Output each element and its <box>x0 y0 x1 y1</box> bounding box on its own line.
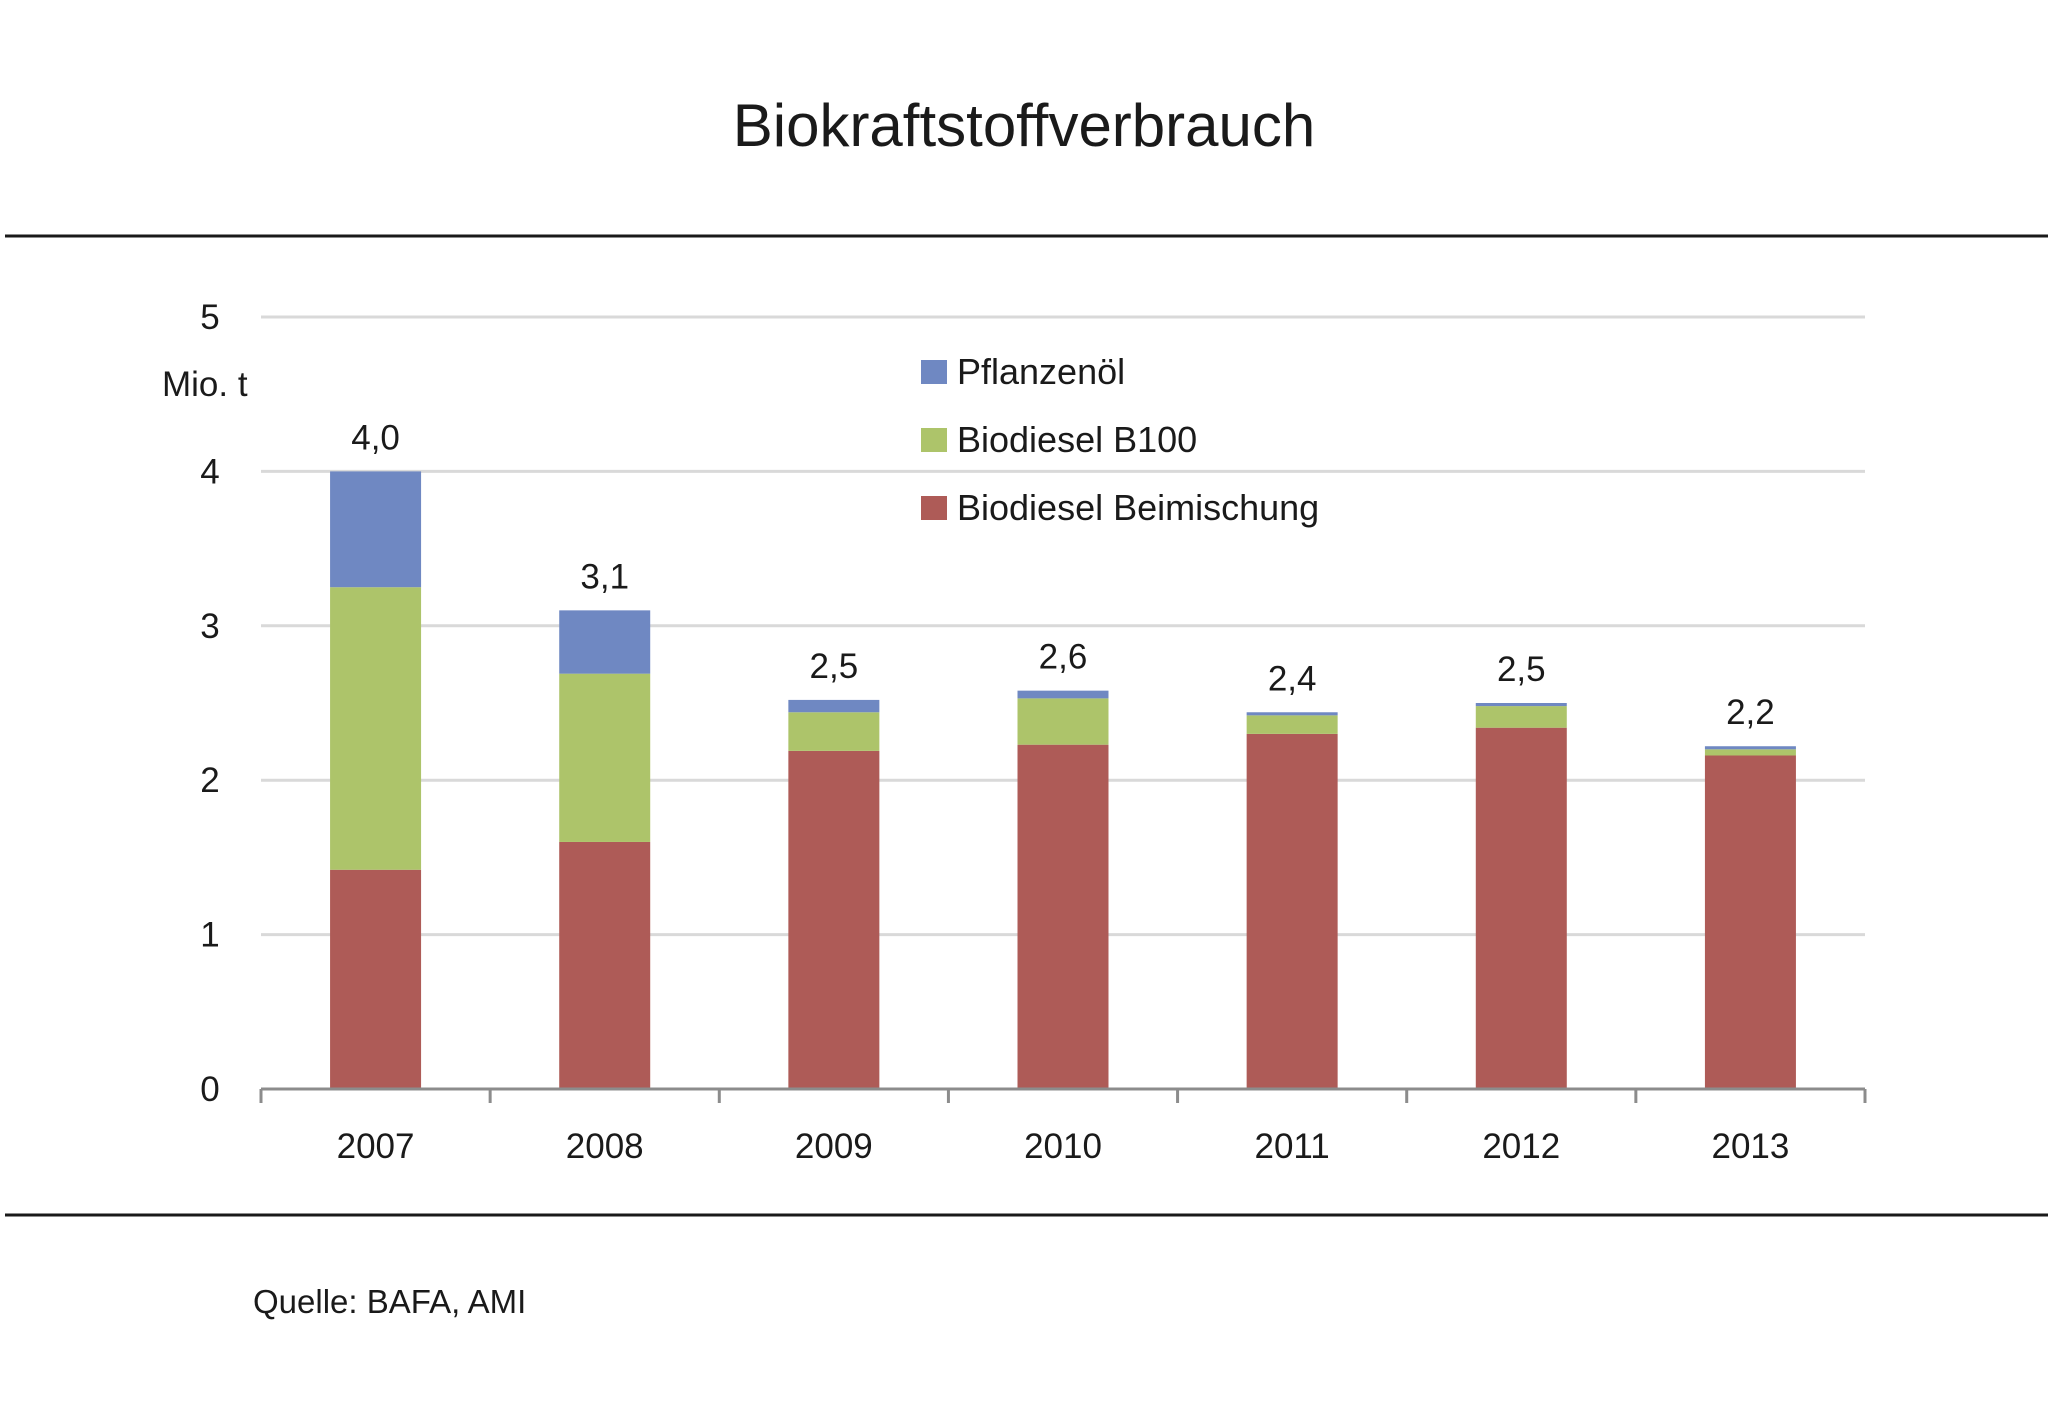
bar-segment <box>1704 746 1796 750</box>
bar-segment <box>1017 698 1109 745</box>
bar-segment <box>788 750 880 1089</box>
legend-label: Biodiesel Beimischung <box>957 487 1319 528</box>
x-tick-label: 2008 <box>566 1127 644 1166</box>
bar-segment <box>330 471 422 588</box>
bar-segment <box>1246 733 1338 1089</box>
bar-segment <box>1704 749 1796 756</box>
y-tick-label: 0 <box>200 1070 219 1109</box>
bar-segment <box>1017 744 1109 1089</box>
total-label: 2,6 <box>1039 638 1088 677</box>
y-axis-label: Mio. t <box>162 365 248 404</box>
total-label: 2,5 <box>810 647 859 686</box>
x-tick-label: 2012 <box>1482 1127 1560 1166</box>
x-tick-label: 2013 <box>1711 1127 1789 1166</box>
source-note: Quelle: BAFA, AMI <box>253 1283 526 1320</box>
total-label: 2,5 <box>1497 650 1546 689</box>
bar-segment <box>330 587 422 870</box>
y-tick-label: 2 <box>200 761 219 800</box>
legend-swatch <box>921 360 947 384</box>
legend-label: Pflanzenöl <box>957 351 1125 392</box>
x-tick-label: 2007 <box>337 1127 415 1166</box>
x-tick-label: 2010 <box>1024 1127 1102 1166</box>
x-tick-label: 2011 <box>1255 1127 1330 1166</box>
bar-segment <box>1704 755 1796 1089</box>
chart-title: Biokraftstoffverbrauch <box>733 92 1316 159</box>
bar-segment <box>788 712 880 751</box>
total-label: 2,2 <box>1726 693 1775 732</box>
bar-segment <box>559 841 651 1089</box>
bar-segment <box>1246 712 1338 716</box>
bar-segment <box>1475 703 1567 707</box>
total-label: 4,0 <box>351 418 400 457</box>
y-tick-label: 5 <box>200 298 219 337</box>
legend-swatch <box>921 428 947 452</box>
bar-segment <box>1017 690 1109 699</box>
bar-segment <box>1475 727 1567 1089</box>
bar-segment <box>1475 706 1567 728</box>
x-tick-label: 2009 <box>795 1127 873 1166</box>
total-label: 3,1 <box>580 557 629 596</box>
legend-label: Biodiesel B100 <box>957 419 1197 460</box>
bar-segment <box>330 869 422 1089</box>
bar-segment <box>1246 715 1338 734</box>
bar-segment <box>559 673 651 842</box>
bar-segment <box>788 699 880 713</box>
total-label: 2,4 <box>1268 659 1317 698</box>
bar-segment <box>559 610 651 674</box>
y-tick-label: 3 <box>200 607 219 646</box>
y-tick-label: 1 <box>200 916 219 955</box>
legend-swatch <box>921 496 947 520</box>
y-tick-label: 4 <box>200 452 219 491</box>
